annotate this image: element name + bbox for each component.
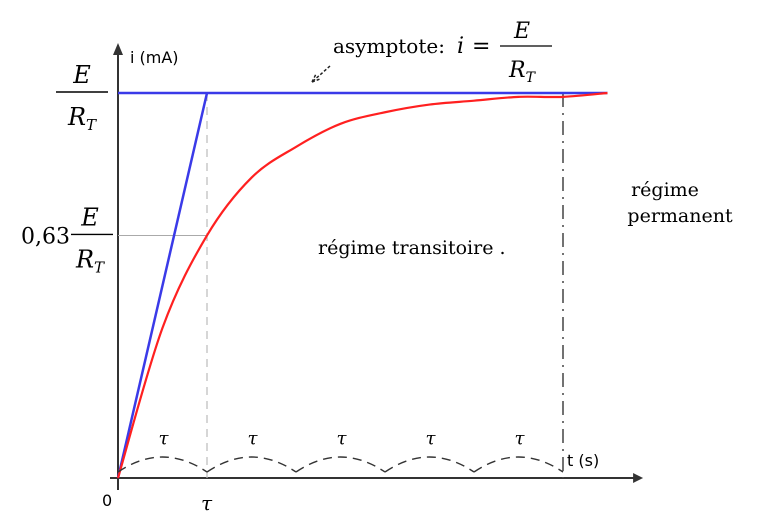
y-level-asymptote-numerator: E xyxy=(72,61,91,89)
y-axis-label: i (mA) xyxy=(130,48,179,67)
tau-tick-label: τ xyxy=(201,491,213,511)
y-level-asymptote-denominator: RT xyxy=(67,103,97,134)
tau-span-label: τ xyxy=(426,428,437,449)
x-axis-label: t (s) xyxy=(567,451,599,470)
origin-label: 0 xyxy=(102,491,112,510)
exponential-curve xyxy=(116,91,608,479)
y-level-063-numerator: E xyxy=(80,203,99,231)
y-level-asymptote-label: E RT xyxy=(56,61,108,134)
tau-span-label: τ xyxy=(159,428,170,449)
asymptote-annotation: asymptote: i = E RT xyxy=(311,19,552,86)
asymptote-annotation-equals: = xyxy=(472,34,490,59)
steady-regime-label-line2: permanent xyxy=(627,205,733,227)
tau-span-label: τ xyxy=(248,428,259,449)
tau-span-arc xyxy=(473,456,564,473)
tau-span-label: τ xyxy=(337,428,348,449)
tau-span-arc xyxy=(384,456,475,473)
tau-span-arc xyxy=(206,456,297,473)
tangent-line xyxy=(116,92,209,479)
steady-regime-label-line1: régime xyxy=(631,179,699,201)
asymptote-annotation-prefix: asymptote: xyxy=(333,34,445,58)
y-level-063-coefficient: 0,63 xyxy=(21,224,70,249)
y-axis-arrow xyxy=(113,42,123,55)
x-axis-arrow xyxy=(633,473,644,483)
tau-span-arc xyxy=(117,456,208,473)
transient-regime-label: régime transitoire . xyxy=(318,237,506,259)
y-level-063-label: 0,63 E RT xyxy=(21,203,113,276)
asymptote-annotation-numerator: E xyxy=(513,19,530,44)
asymptote-annotation-denominator: RT xyxy=(508,58,537,86)
asymptote-pointer-arrow xyxy=(311,65,331,83)
y-level-063-denominator: RT xyxy=(75,245,105,276)
tau-span-label: τ xyxy=(515,428,526,449)
asymptote-annotation-lhs: i xyxy=(457,34,464,59)
tau-span-arc xyxy=(295,456,386,473)
